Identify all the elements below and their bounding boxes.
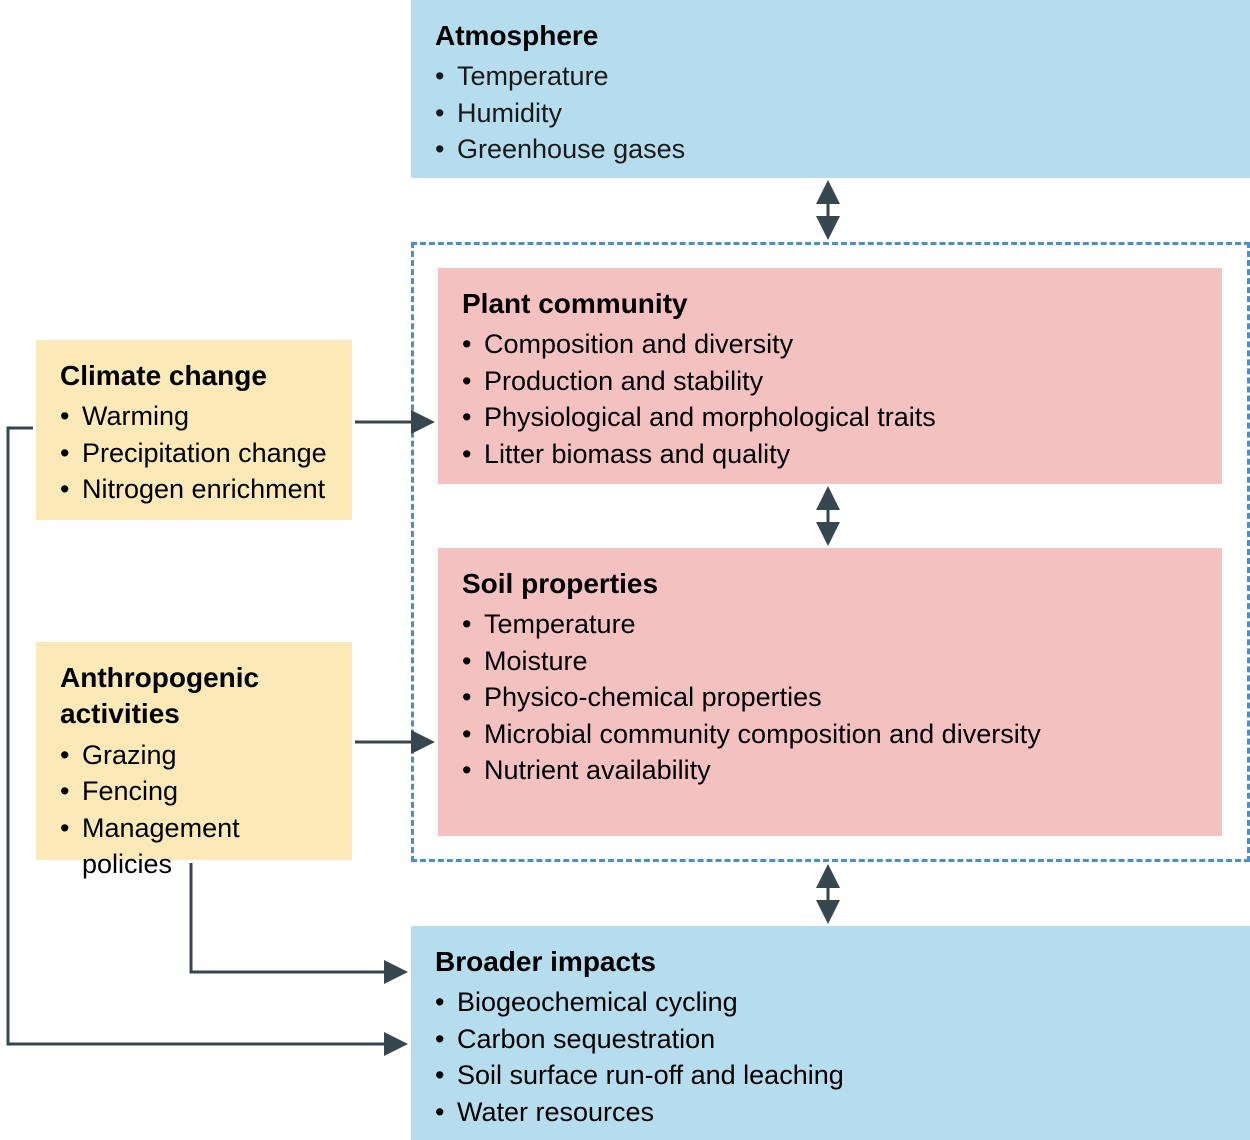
list-item: Biogeochemical cycling (435, 984, 1226, 1020)
list-item: Grazing (60, 737, 328, 773)
climate-change-title: Climate change (60, 358, 328, 394)
list-item: Physiological and morphological traits (462, 399, 1198, 435)
list-item: Greenhouse gases (435, 131, 1226, 167)
list-item: Management policies (60, 810, 328, 883)
climate-change-items: Warming Precipitation change Nitrogen en… (60, 398, 328, 507)
list-item: Moisture (462, 643, 1198, 679)
plant-community-items: Composition and diversity Production and… (462, 326, 1198, 472)
climate-change-box: Climate change Warming Precipitation cha… (36, 340, 352, 520)
broader-impacts-title: Broader impacts (435, 944, 1226, 980)
list-item: Fencing (60, 773, 328, 809)
list-item: Carbon sequestration (435, 1021, 1226, 1057)
atmosphere-box: Atmosphere Temperature Humidity Greenhou… (411, 0, 1250, 178)
anthropogenic-items: Grazing Fencing Management policies (60, 737, 328, 883)
list-item: Nitrogen enrichment (60, 471, 328, 507)
atmosphere-title: Atmosphere (435, 18, 1226, 54)
list-item: Production and stability (462, 363, 1198, 399)
list-item: Water resources (435, 1094, 1226, 1130)
anthropogenic-box: Anthropogenic activities Grazing Fencing… (36, 642, 352, 860)
list-item: Litter biomass and quality (462, 436, 1198, 472)
list-item: Humidity (435, 95, 1226, 131)
list-item: Physico-chemical properties (462, 679, 1198, 715)
list-item: Composition and diversity (462, 326, 1198, 362)
list-item: Soil surface run-off and leaching (435, 1057, 1226, 1093)
list-item: Microbial community composition and dive… (462, 716, 1198, 752)
plant-community-box: Plant community Composition and diversit… (438, 268, 1222, 484)
soil-properties-title: Soil properties (462, 566, 1198, 602)
list-item: Nutrient availability (462, 752, 1198, 788)
list-item: Temperature (435, 58, 1226, 94)
broader-impacts-box: Broader impacts Biogeochemical cycling C… (411, 926, 1250, 1140)
soil-properties-items: Temperature Moisture Physico-chemical pr… (462, 606, 1198, 788)
plant-community-title: Plant community (462, 286, 1198, 322)
list-item: Warming (60, 398, 328, 434)
broader-impacts-items: Biogeochemical cycling Carbon sequestrat… (435, 984, 1226, 1130)
list-item: Precipitation change (60, 435, 328, 471)
list-item: Temperature (462, 606, 1198, 642)
anthropogenic-title: Anthropogenic activities (60, 660, 328, 733)
soil-properties-box: Soil properties Temperature Moisture Phy… (438, 548, 1222, 836)
atmosphere-items: Temperature Humidity Greenhouse gases (435, 58, 1226, 167)
